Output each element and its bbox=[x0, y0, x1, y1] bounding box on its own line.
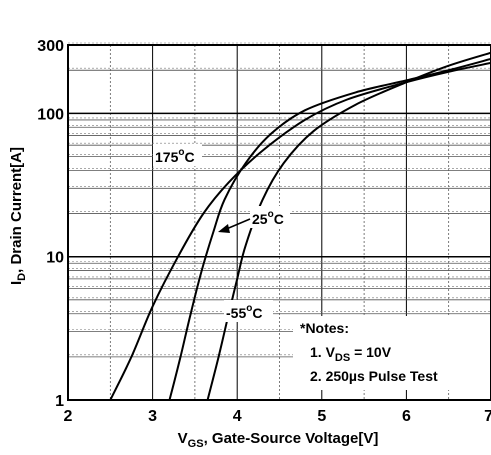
y-tick-label: 10 bbox=[46, 250, 64, 267]
x-tick-label: 5 bbox=[317, 408, 326, 425]
x-tick-label: 3 bbox=[148, 408, 157, 425]
notes-title: *Notes: bbox=[300, 320, 349, 336]
notes-line-2: 2. 250µs Pulse Test bbox=[310, 368, 438, 384]
y-tick-label: 100 bbox=[37, 106, 64, 123]
x-tick-label: 2 bbox=[64, 408, 73, 425]
y-tick-label: 1 bbox=[55, 393, 64, 410]
x-tick-label: 6 bbox=[402, 408, 411, 425]
y-tick-label: 300 bbox=[37, 38, 64, 55]
x-tick-label: 7 bbox=[484, 408, 491, 425]
label-minus55c: -55oC bbox=[226, 303, 262, 321]
x-tick-label: 4 bbox=[233, 408, 242, 425]
label-175c: 175oC bbox=[155, 147, 195, 165]
